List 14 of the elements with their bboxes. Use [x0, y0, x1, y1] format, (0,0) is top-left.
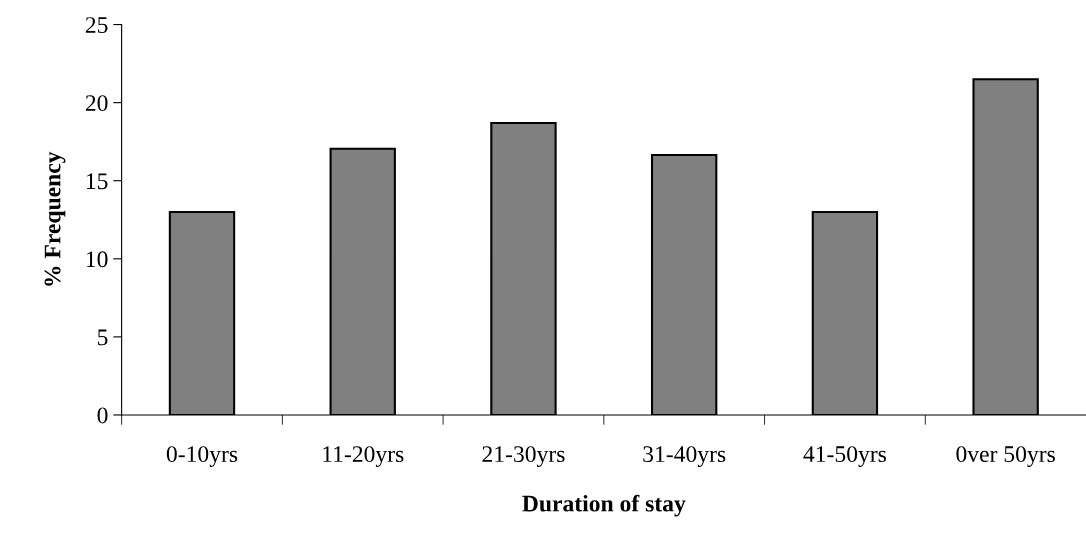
x-tick-label: 41-50yrs [803, 446, 887, 467]
x-tick-label: 21-30yrs [482, 446, 565, 467]
x-axis-title: Duration of stay [522, 494, 686, 517]
x-tick-label: 31-40yrs [643, 446, 726, 467]
y-tick-label: 0 [97, 407, 108, 424]
y-tick-label: 25 [85, 17, 108, 33]
y-tick-label: 5 [98, 329, 108, 346]
y-tick-label: 15 [86, 173, 108, 190]
y-axis-title: % Frequency [44, 151, 66, 286]
x-tick-label: 0ver 50yrs [956, 446, 1055, 467]
y-tick-label: 20 [85, 95, 108, 112]
x-tick-label: 11-20yrs [323, 446, 404, 467]
y-tick-label: 10 [86, 251, 108, 268]
x-tick-label: 0-10yrs [166, 446, 238, 467]
